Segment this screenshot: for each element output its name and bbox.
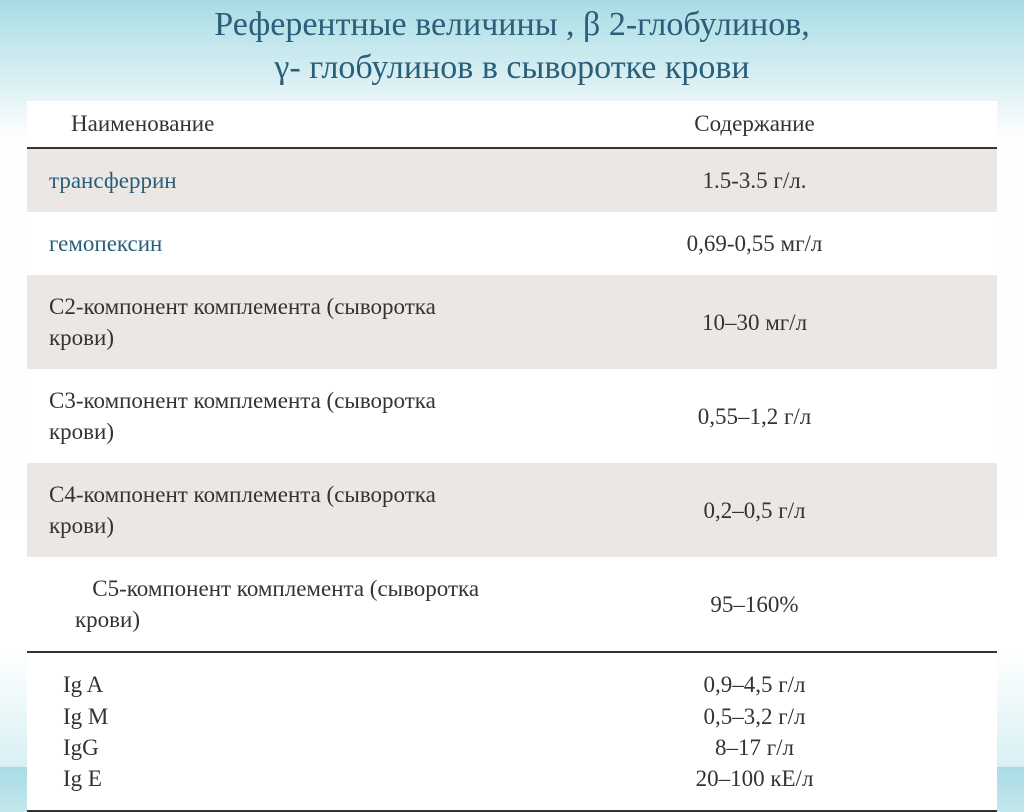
cell-value: 95–160%: [512, 557, 997, 652]
reference-values-table: Наименование Содержание трансферрин 1.5-…: [27, 101, 997, 812]
header-name: Наименование: [27, 101, 512, 148]
cell-name: С2-компонент комплемента (сыворотка кров…: [27, 275, 512, 369]
table-row-ig: Ig A Ig M IgG Ig E 0,9–4,5 г/л 0,5–3,2 г…: [27, 652, 997, 810]
cell-name: С3-компонент комплемента (сыворотка кров…: [27, 369, 512, 463]
table-row: С4-компонент комплемента (сыворотка кров…: [27, 463, 997, 557]
header-value: Содержание: [512, 101, 997, 148]
cell-value: 0,2–0,5 г/л: [512, 463, 997, 557]
cell-value: 10–30 мг/л: [512, 275, 997, 369]
title-line-2: γ- глобулинов в сыворотке крови: [274, 49, 749, 86]
cell-value: 1.5-3.5 г/л.: [512, 148, 997, 212]
cell-name: трансферрин: [27, 148, 512, 212]
cell-ig-names: Ig A Ig M IgG Ig E: [27, 652, 512, 810]
title-line-1: Референтные величины , β 2-глобулинов,: [214, 6, 810, 43]
cell-name: гемопексин: [27, 212, 512, 275]
table-row: трансферрин 1.5-3.5 г/л.: [27, 148, 997, 212]
cell-value: 0,69-0,55 мг/л: [512, 212, 997, 275]
table-row: С3-компонент комплемента (сыворотка кров…: [27, 369, 997, 463]
table-header-row: Наименование Содержание: [27, 101, 997, 148]
table-row: гемопексин 0,69-0,55 мг/л: [27, 212, 997, 275]
table-row: С5-компонент комплемента (сыворотка кров…: [27, 557, 997, 652]
slide-title: Референтные величины , β 2-глобулинов, γ…: [0, 0, 1024, 101]
cell-ig-values: 0,9–4,5 г/л 0,5–3,2 г/л 8–17 г/л 20–100 …: [512, 652, 997, 810]
cell-value: 0,55–1,2 г/л: [512, 369, 997, 463]
cell-name: С5-компонент комплемента (сыворотка кров…: [27, 557, 512, 652]
cell-name: С4-компонент комплемента (сыворотка кров…: [27, 463, 512, 557]
table-row: С2-компонент комплемента (сыворотка кров…: [27, 275, 997, 369]
